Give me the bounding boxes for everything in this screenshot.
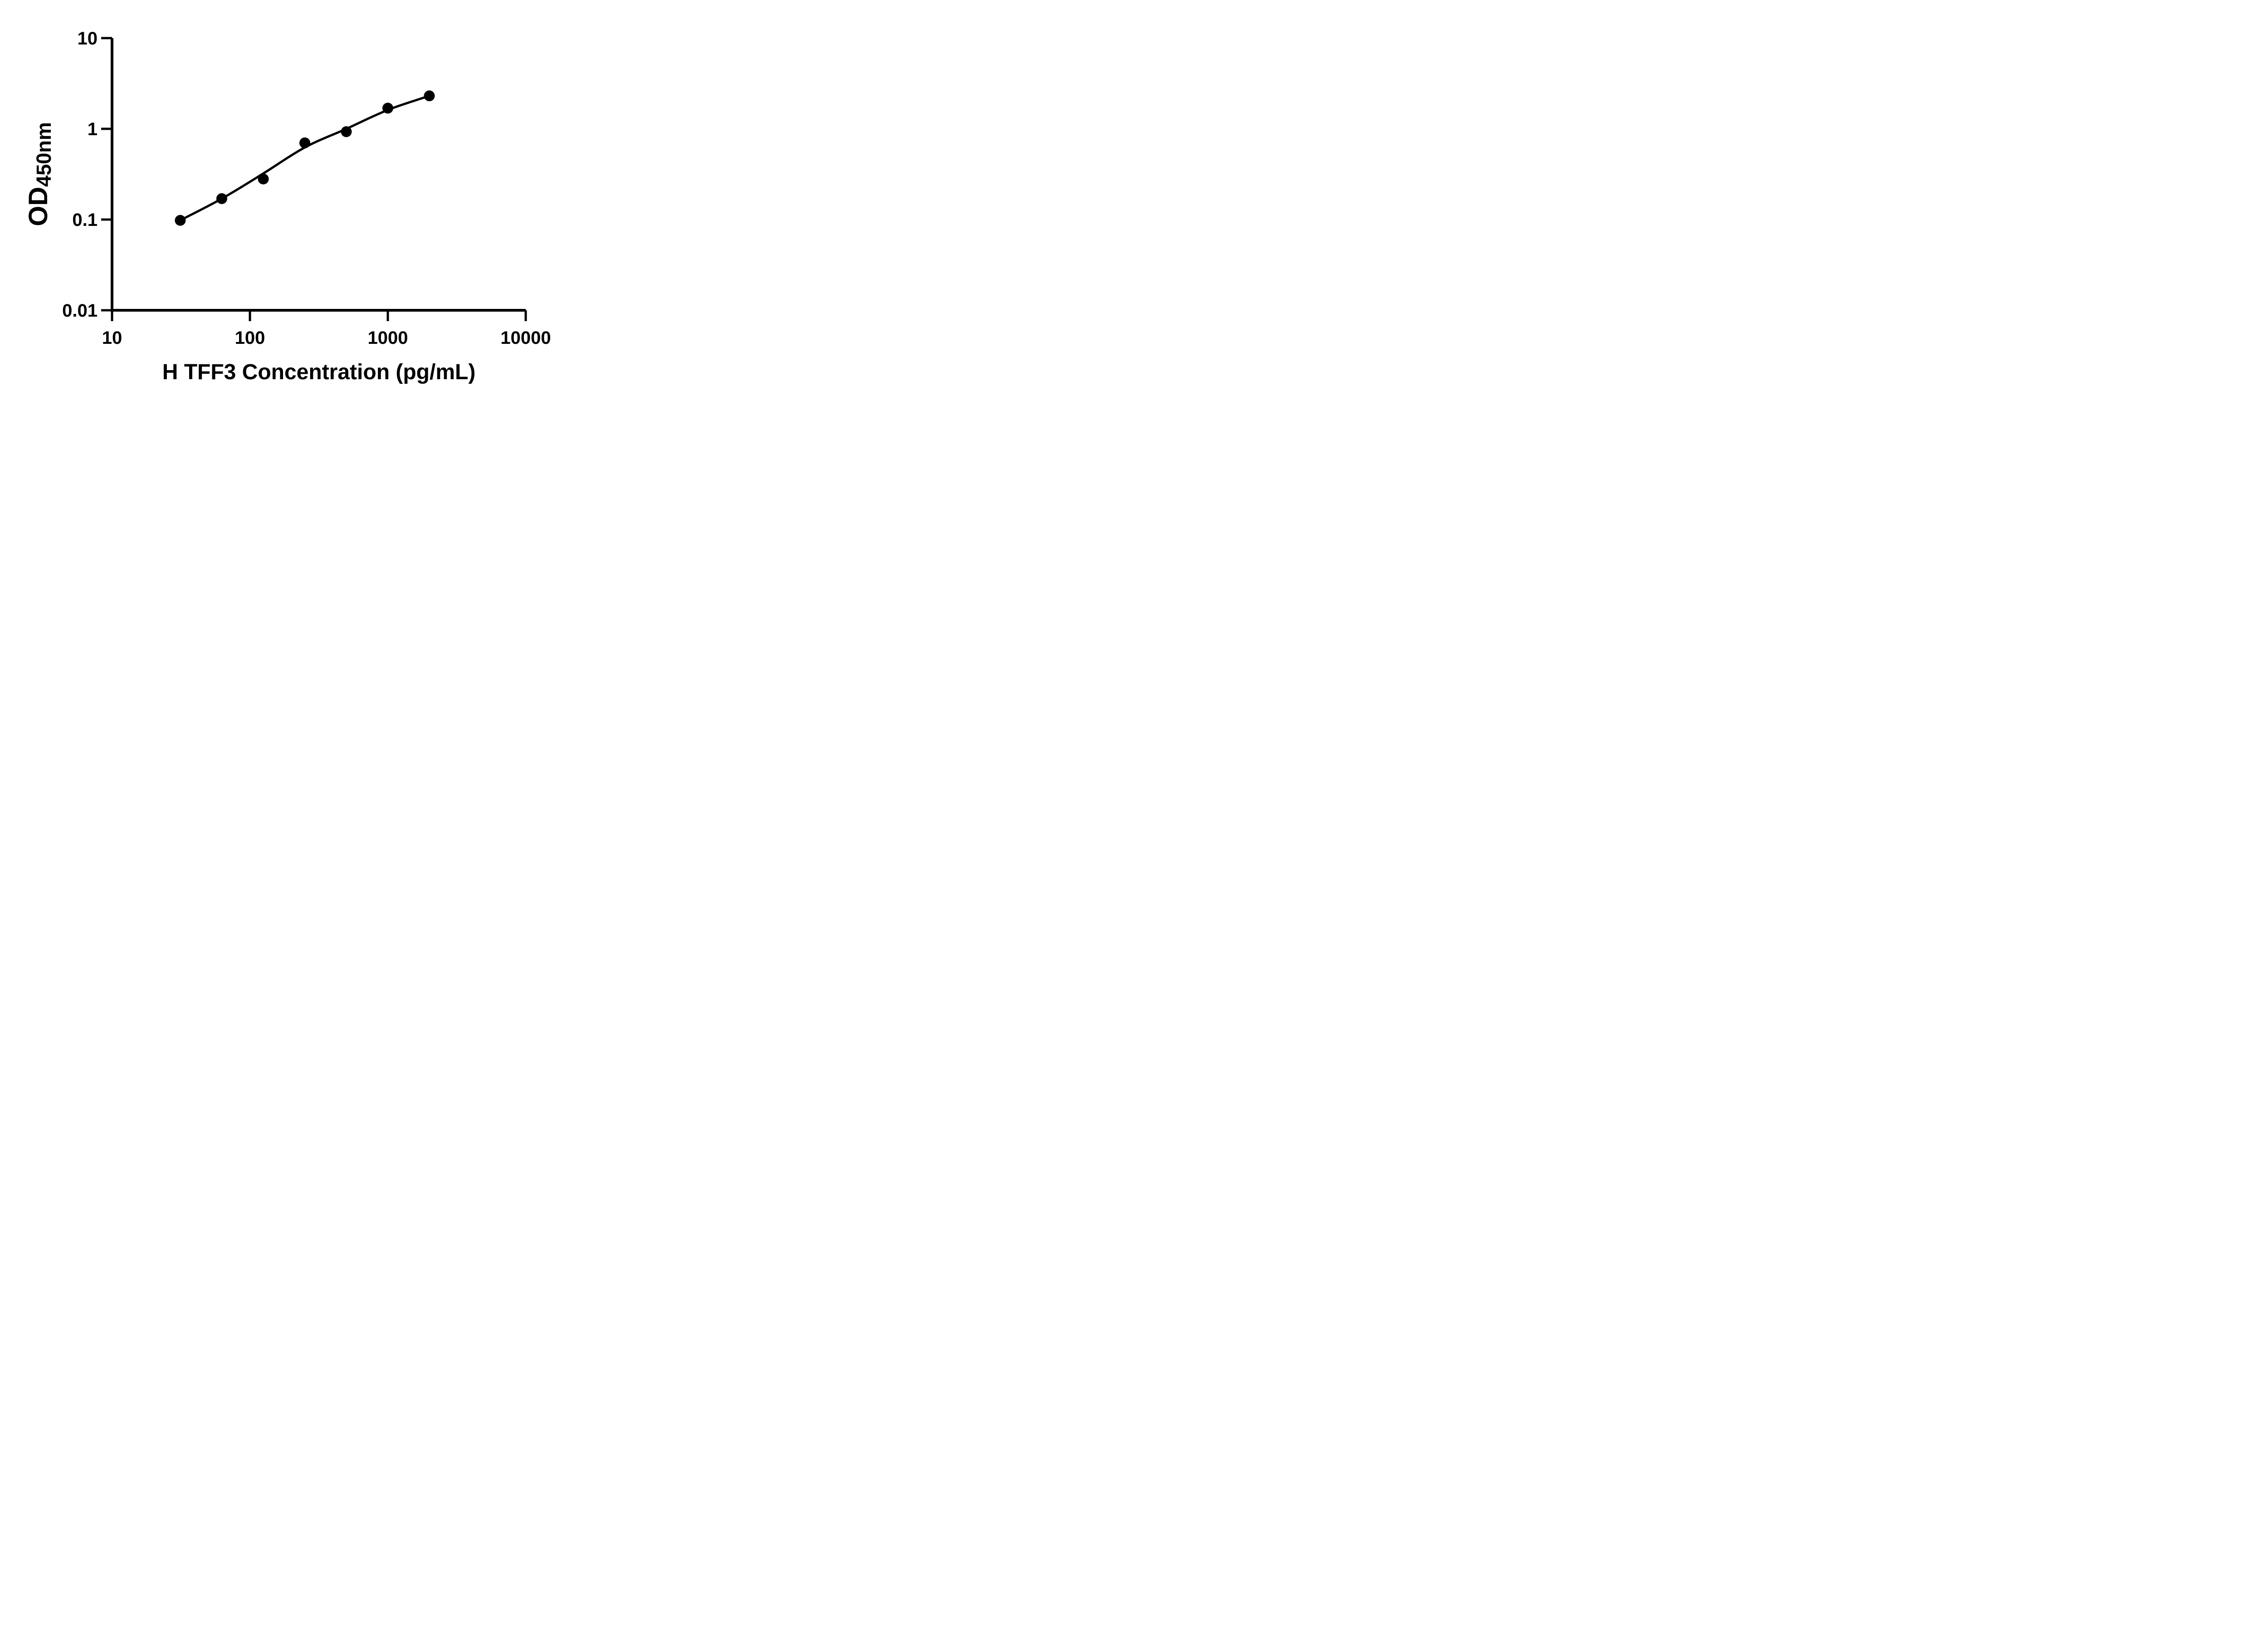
x-axis-ticks (111, 310, 527, 321)
data-point-marker-6 (382, 103, 393, 114)
x-tick-label-10: 10 (102, 328, 122, 348)
elisa-standard-curve-figure: 10 1 0.1 0.01 10 100 1000 10000 H TFF3 Concent… (0, 0, 583, 408)
standard-curve-chart: 10 1 0.1 0.01 10 100 1000 10000 H TFF3 Concent… (24, 29, 551, 384)
x-tick-labels: 10 100 1000 10000 (102, 328, 551, 348)
y-axis-ticks (101, 37, 112, 312)
data-points (175, 90, 435, 226)
data-point-marker-7 (424, 90, 435, 102)
x-axis-title: H TFF3 Concentration (pg/mL) (162, 360, 476, 384)
axes-lines (111, 38, 526, 312)
data-point-marker-1 (175, 215, 186, 226)
y-axis-title-subscript: 450nm (32, 122, 55, 187)
x-tick-label-100: 100 (235, 328, 265, 348)
y-tick-label-1: 1 (88, 119, 98, 139)
y-tick-labels: 10 1 0.1 0.01 (62, 29, 98, 321)
y-tick-label-0.1: 0.1 (72, 210, 98, 230)
data-point-marker-4 (299, 137, 310, 148)
y-axis-title-main: OD (24, 187, 53, 226)
x-tick-label-10000: 10000 (500, 328, 551, 348)
y-axis-title: OD450nm (24, 122, 55, 226)
y-tick-label-10: 10 (78, 29, 98, 49)
data-point-marker-3 (258, 173, 269, 185)
x-tick-label-1000: 1000 (368, 328, 408, 348)
data-point-marker-2 (216, 193, 227, 204)
data-point-marker-5 (341, 126, 352, 137)
y-tick-label-0.01: 0.01 (62, 301, 98, 321)
